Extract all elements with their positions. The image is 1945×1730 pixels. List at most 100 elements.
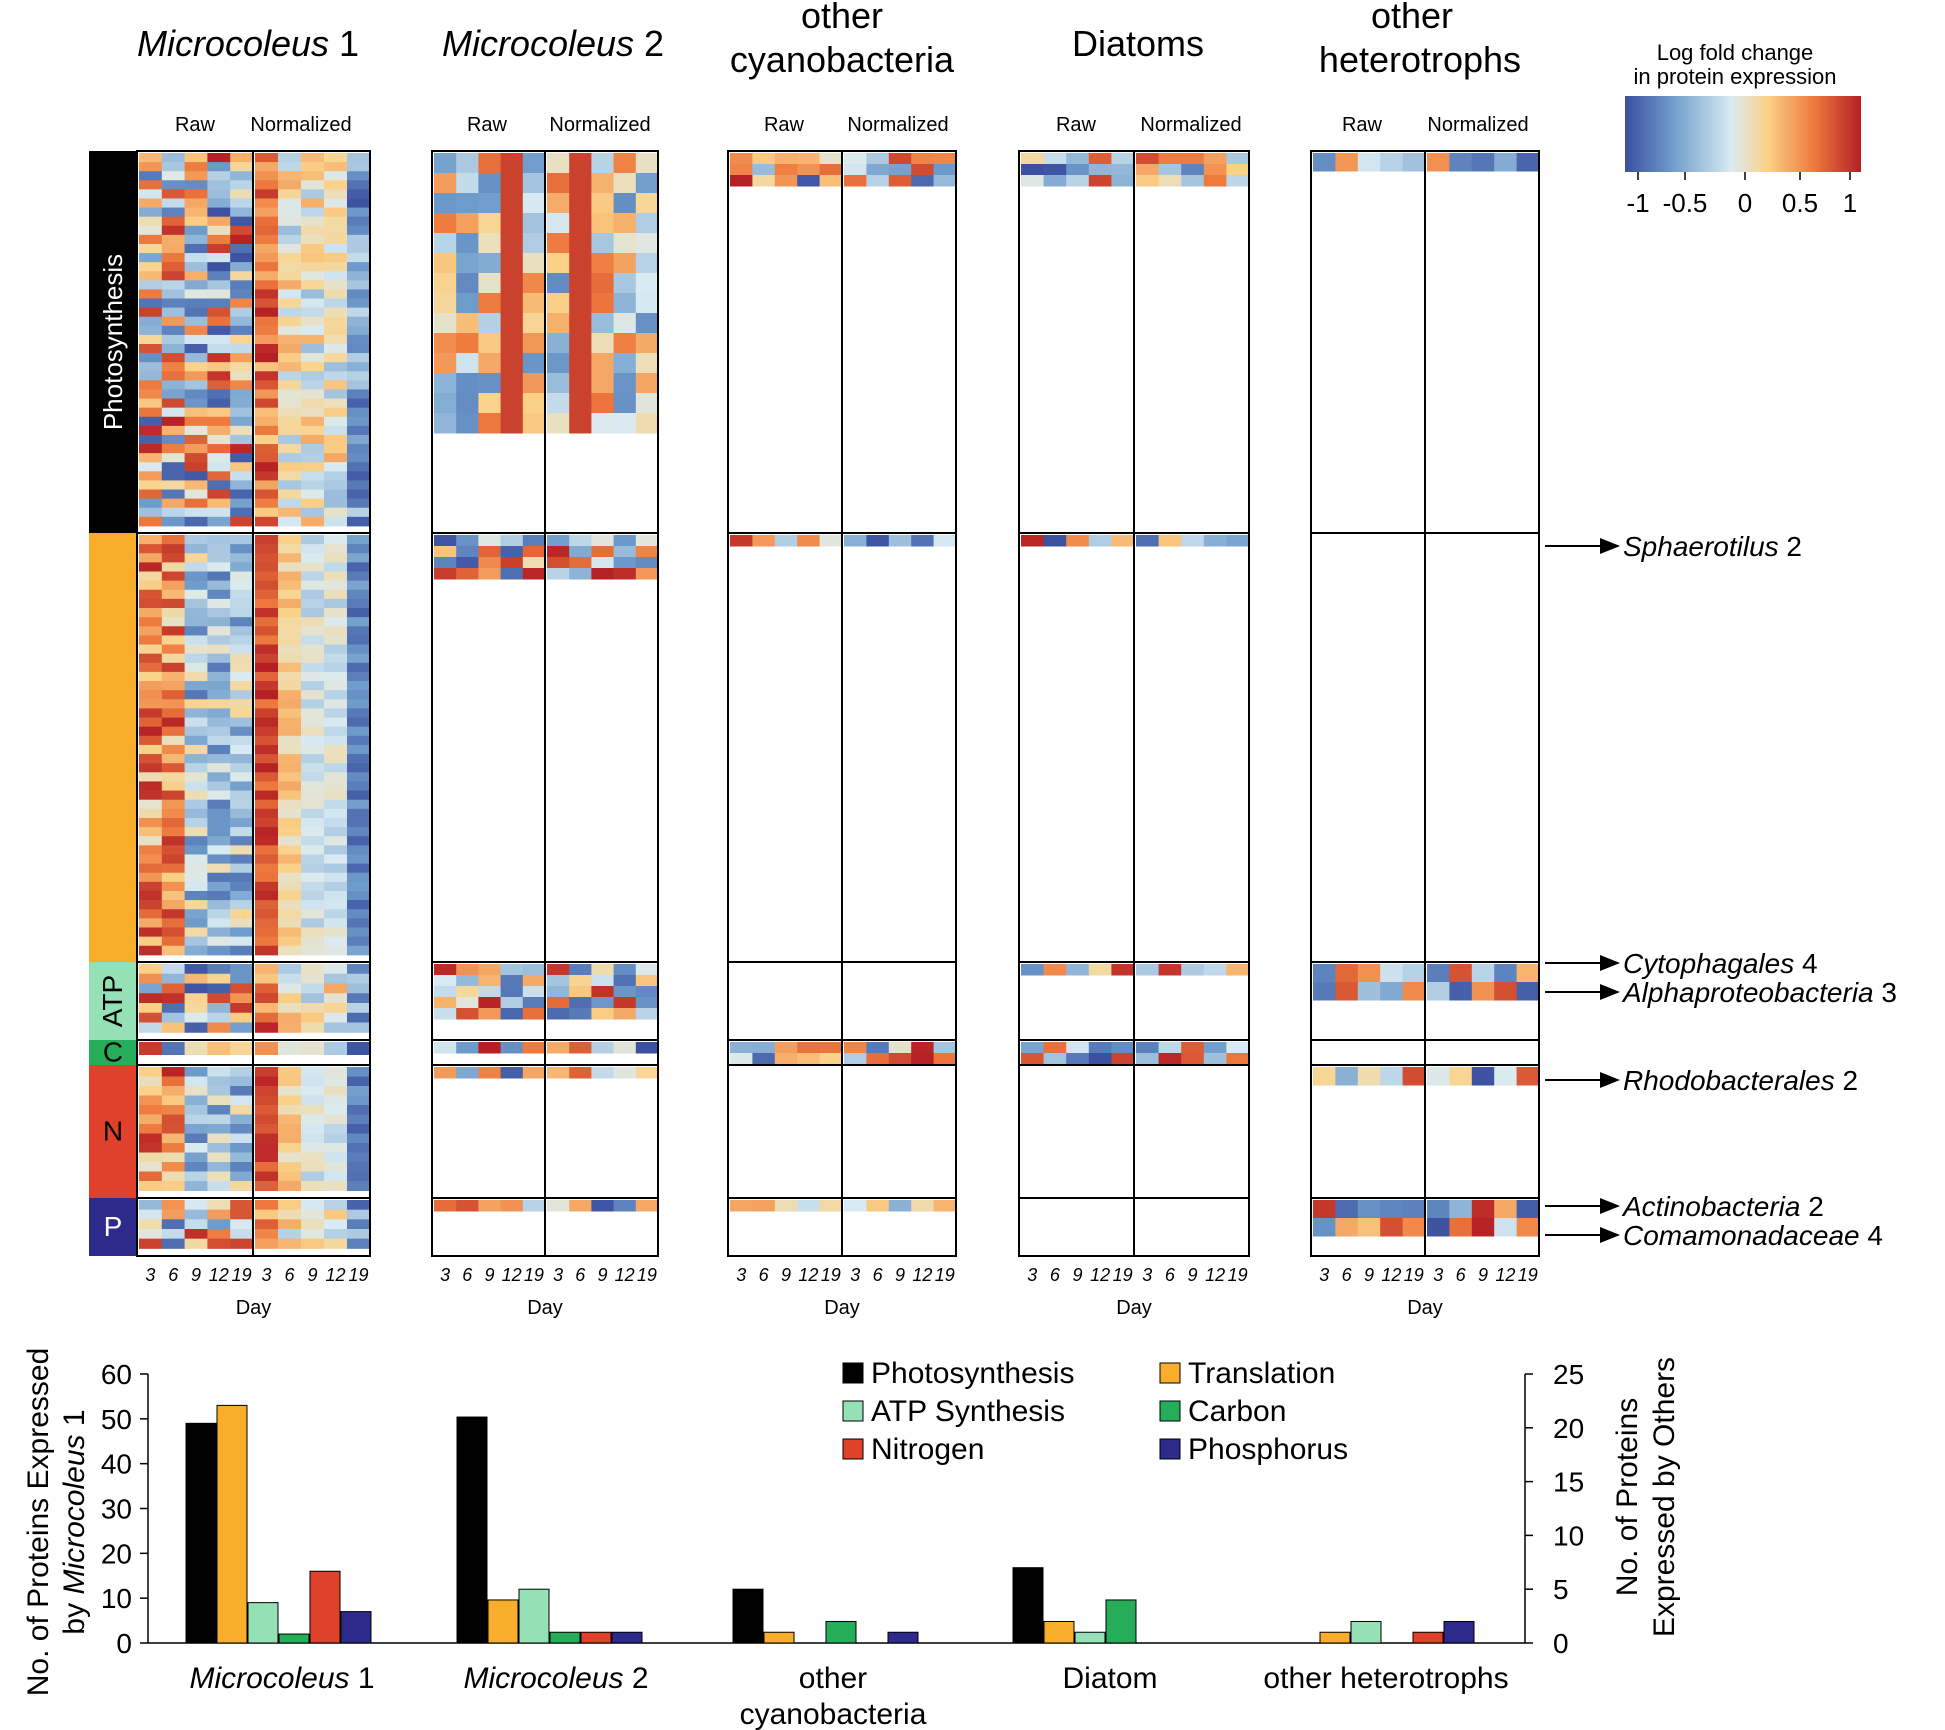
heatmap-cell (347, 1200, 371, 1211)
heatmap-cell (347, 927, 371, 938)
heatmap-cell (1158, 175, 1182, 187)
heatmap-cell (547, 535, 570, 547)
heatmap-cell (324, 153, 348, 163)
legend-tick-label: -1 (1626, 188, 1649, 218)
heatmap-cell (613, 313, 637, 334)
heatmap-cell (255, 671, 279, 682)
heatmap-cell (278, 571, 302, 582)
heatmap-cell (434, 313, 457, 334)
heatmap-cell (230, 635, 254, 646)
heatmap-cell (184, 635, 208, 646)
heatmap-cell (1494, 1218, 1518, 1237)
heatmap-cell (1516, 982, 1540, 1001)
heatmap-cell (1449, 1067, 1473, 1086)
heatmap-cell (184, 507, 208, 518)
heatmap-cell (347, 334, 371, 345)
heatmap-cell (324, 407, 348, 418)
heatmap-cell (347, 1181, 371, 1191)
heatmap-cell (139, 425, 163, 436)
heatmap-cell (184, 799, 208, 810)
heatmap-cell (139, 325, 163, 336)
heatmap-cell (347, 189, 371, 199)
category-label: C (103, 1037, 123, 1068)
heatmap-cell (347, 1095, 371, 1106)
heatmap-cell (752, 1200, 776, 1212)
heatmap-cell (255, 617, 279, 627)
heatmap-cell (434, 964, 457, 976)
category-block (89, 962, 137, 1040)
heatmap-cell (434, 535, 457, 547)
annotation-plain: 2 (1779, 531, 1802, 562)
heatmap-cell (278, 872, 302, 883)
heatmap-cell (139, 234, 163, 245)
heatmap-cell (547, 213, 570, 234)
annotation-plain: 4 (1860, 1220, 1883, 1251)
heatmap-cell (844, 164, 867, 176)
heatmap-cell (301, 207, 325, 218)
heatmap-cell (347, 964, 371, 975)
heatmap-cell (161, 171, 186, 181)
heatmap-cell (301, 453, 325, 463)
day-tick: 19 (1518, 1265, 1538, 1285)
heatmap-cell (1021, 1053, 1045, 1065)
heatmap-cell (591, 986, 615, 998)
heatmap-cell (139, 162, 163, 172)
heatmap-cell (635, 546, 659, 558)
heatmap-cell (324, 271, 348, 281)
heatmap-cell (255, 845, 279, 855)
heatmap-cell (184, 262, 208, 272)
heatmap-cell (278, 1133, 302, 1144)
heatmap-cell (255, 325, 279, 336)
heatmap-cell (139, 216, 163, 227)
heatmap-cell (278, 881, 302, 892)
heatmap-cell (161, 325, 186, 336)
heatmap-cell (207, 362, 231, 372)
heatmap-cell (139, 1124, 163, 1134)
heatmap-cell (478, 986, 502, 998)
heatmap-cell (161, 936, 186, 947)
heatmap-cell (161, 836, 186, 846)
heatmap-cell (207, 1200, 231, 1211)
heatmap-cell (161, 1012, 186, 1023)
legend-tick-label: -0.5 (1663, 188, 1708, 218)
heatmap-cell (324, 171, 348, 181)
heatmap-cell (278, 754, 302, 764)
heatmap-cell (278, 589, 302, 600)
day-tick: 6 (1050, 1265, 1061, 1285)
heatmap-cell (569, 373, 592, 394)
heatmap-cell (347, 243, 371, 254)
heatmap-cell (278, 744, 302, 755)
heatmap-cell (255, 973, 279, 984)
heatmap-cell (139, 298, 163, 309)
heatmap-cell (161, 1219, 186, 1230)
heatmap-cell (184, 681, 208, 691)
heatmap-cell (347, 325, 371, 336)
heatmap-cell (139, 507, 163, 518)
heatmap-cell (324, 1095, 348, 1106)
category-block (89, 151, 137, 533)
heatmap-cell (301, 671, 325, 682)
annotation-label: Rhodobacterales 2 (1623, 1065, 1858, 1096)
heatmap-cell (1313, 1218, 1336, 1237)
heatmap-cell (301, 171, 325, 181)
bar (1319, 1631, 1351, 1644)
heatmap-cell (774, 164, 798, 176)
heatmap-cell (324, 353, 348, 363)
heatmap-cell (139, 1152, 163, 1163)
heatmap-cell (230, 690, 254, 700)
heatmap-cell (230, 699, 254, 709)
bar-category-plain: other heterotrophs (1263, 1662, 1508, 1695)
heatmap-cell (547, 997, 570, 1009)
heatmap-cell (255, 535, 279, 545)
annotation-italic: Sphaerotilus (1623, 531, 1779, 562)
heatmap-cell (324, 900, 348, 910)
heatmap-cell (347, 262, 371, 272)
heatmap-cell (230, 936, 254, 947)
heatmap-cell (347, 1171, 371, 1182)
heatmap-cell (613, 293, 637, 314)
heatmap-cell (230, 817, 254, 828)
heatmap-cell (324, 562, 348, 573)
heatmap-cell (139, 1076, 163, 1087)
heatmap-cell (207, 507, 231, 518)
